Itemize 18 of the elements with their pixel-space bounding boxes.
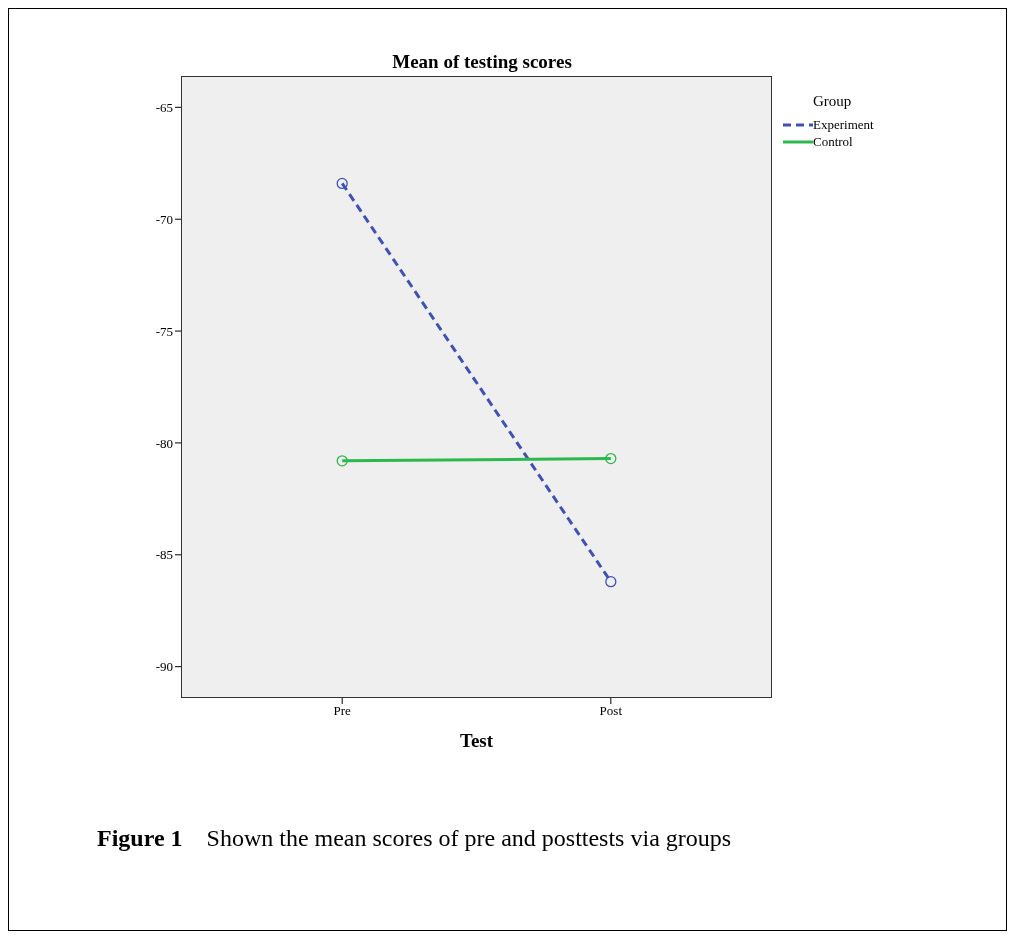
x-axis-title: Test [459, 730, 494, 752]
legend-title: Group [813, 93, 853, 110]
legend-label: Experiment [813, 116, 874, 133]
caption: Figure 1 Shown the mean scores of pre and posttests via groups [97, 825, 732, 852]
x-tick-label: Post [599, 703, 623, 719]
y-tick-label: -70 [155, 211, 173, 227]
x-tick-label: Pre [333, 703, 352, 719]
point [336, 177, 348, 190]
chart-title: Mean of testing scores [391, 51, 573, 73]
legend-label: Control [813, 133, 853, 150]
point [605, 576, 617, 588]
point [336, 455, 348, 467]
y-tick-label: -65 [155, 99, 173, 115]
y-tick-label: -90 [155, 659, 173, 675]
y-tick-label: -85 [155, 547, 173, 563]
y-tick-label: -80 [155, 435, 173, 451]
point [605, 452, 617, 465]
y-tick-label: -75 [155, 323, 173, 339]
